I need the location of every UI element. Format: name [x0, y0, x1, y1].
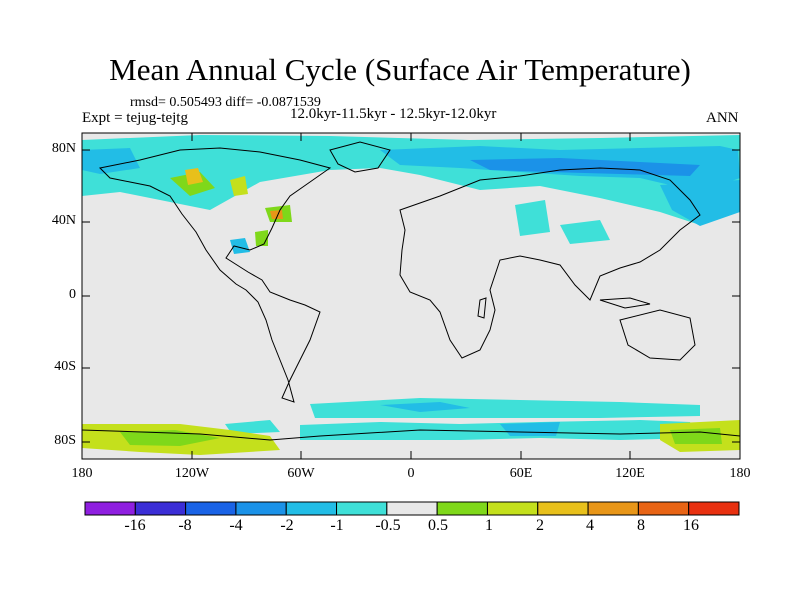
colorbar-label: -4 — [229, 517, 243, 534]
lon-label-180w: 180 — [71, 466, 93, 481]
plot-title: Mean Annual Cycle (Surface Air Temperatu… — [109, 52, 691, 87]
rmsd-diff-stats: rmsd= 0.505493 diff= -0.0871539 — [130, 95, 321, 110]
colorbar-label: 1 — [485, 517, 493, 534]
lat-label-0: 0 — [69, 287, 76, 302]
colorbar-swatch — [587, 501, 639, 516]
arctic-anomaly-region — [82, 135, 740, 254]
colorbar-label: 0.5 — [428, 517, 448, 534]
lon-label-60w: 60W — [287, 466, 315, 481]
coastlines — [81, 141, 741, 441]
season-label: ANN — [706, 110, 739, 126]
colorbar-swatch — [134, 501, 187, 516]
colorbar-label: -0.5 — [375, 517, 401, 534]
colorbar-label: -8 — [178, 517, 192, 534]
colorbar-label: -16 — [124, 517, 146, 534]
colorbar-swatch — [688, 501, 740, 516]
axis-ticks — [82, 133, 740, 459]
colorbar-swatch — [537, 501, 589, 516]
colorbar-label: -1 — [330, 517, 344, 534]
lon-label-60e: 60E — [509, 466, 533, 481]
colorbar-label: 8 — [637, 517, 645, 534]
colorbar-label: 2 — [536, 517, 544, 534]
lat-label-40s: 40S — [54, 359, 76, 374]
colorbar-swatch — [637, 501, 690, 516]
colorbar-swatch — [386, 501, 438, 516]
colorbar-label: 16 — [683, 517, 699, 534]
experiment-label: Expt = tejug-tejtg — [82, 110, 188, 126]
colorbar-swatch — [285, 501, 338, 516]
colorbar-swatch — [436, 501, 488, 516]
colorbar-label: 4 — [586, 517, 594, 534]
lon-label-0: 0 — [407, 466, 415, 481]
colorbar-swatch — [185, 501, 237, 516]
colorbar — [84, 501, 740, 516]
lat-label-80n: 80N — [51, 141, 76, 156]
colorbar-label: -2 — [280, 517, 294, 534]
lon-label-120w: 120W — [174, 466, 210, 481]
lat-label-40n: 40N — [51, 213, 76, 228]
colorbar-swatch — [235, 501, 287, 516]
colorbar-swatch — [486, 501, 539, 516]
colorbar-swatch — [336, 501, 388, 516]
period-label: 12.0kyr-11.5kyr - 12.5kyr-12.0kyr — [290, 106, 497, 122]
lat-label-80s: 80S — [54, 433, 76, 448]
lon-label-180e: 180 — [729, 466, 751, 481]
lon-label-120e: 120E — [615, 466, 645, 481]
colorbar-swatch — [84, 501, 136, 516]
